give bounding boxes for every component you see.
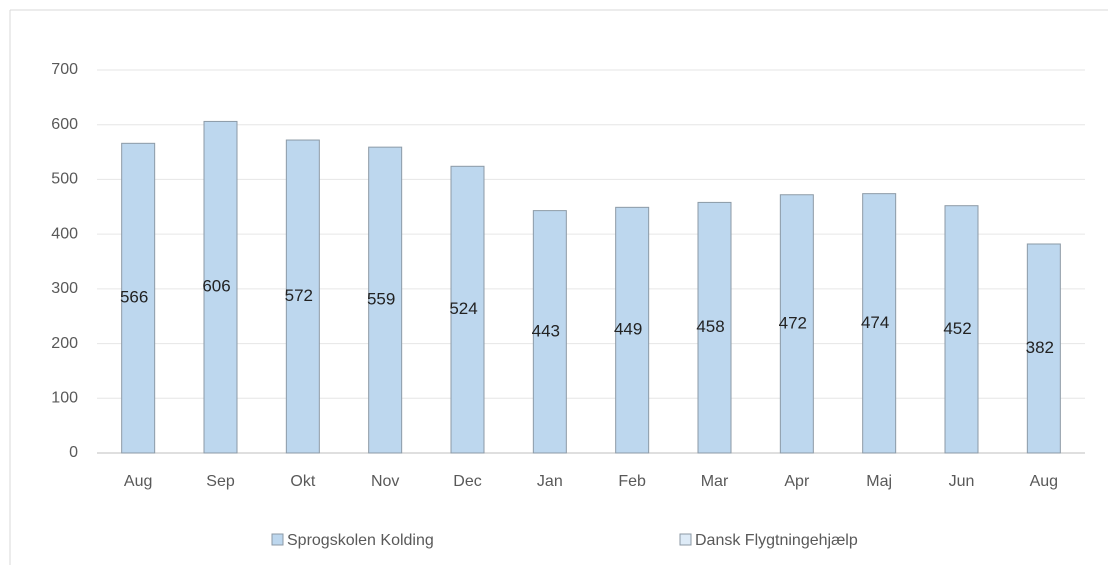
bar [450,165,485,454]
data-label: 606 [202,277,230,296]
data-label: 458 [696,317,724,336]
bar [862,193,897,454]
x-tick-label: Feb [618,473,646,490]
x-tick-label: Okt [290,473,315,490]
data-label: 449 [614,320,642,339]
x-tick-label: Maj [866,473,892,490]
bar [779,194,814,454]
x-tick-label: Jun [949,473,975,490]
y-tick-label: 600 [51,116,78,133]
bar [368,146,403,454]
y-tick-label: 700 [51,61,78,78]
bar [1026,243,1061,454]
y-tick-label: 200 [51,335,78,352]
data-label: 472 [779,313,807,332]
bar [285,139,320,454]
y-tick-label: 100 [51,390,78,407]
y-tick-label: 500 [51,171,78,188]
x-tick-label: Sep [206,473,235,490]
bar [532,210,567,454]
x-tick-label: Dec [453,473,481,490]
bar [944,205,979,454]
y-tick-label: 300 [51,280,78,297]
bar [615,206,650,454]
x-tick-label: Apr [784,473,810,490]
bar [121,142,156,454]
x-tick-label: Mar [701,473,729,490]
data-label: 452 [943,319,971,338]
data-label: 559 [367,290,395,309]
bar [697,201,732,454]
legend-swatch [271,533,284,546]
data-label: 382 [1026,338,1054,357]
legend-label: Dansk Flygtningehjælp [695,532,858,549]
x-tick-label: Aug [124,473,152,490]
data-label: 566 [120,288,148,307]
y-tick-label: 0 [69,444,78,461]
x-tick-label: Jan [537,473,563,490]
x-tick-label: Aug [1030,473,1058,490]
data-label: 474 [861,313,889,332]
x-tick-label: Nov [371,473,399,490]
bar [203,120,238,454]
y-tick-label: 400 [51,225,78,242]
data-label: 524 [449,299,477,318]
legend-label: Sprogskolen Kolding [287,532,434,549]
legend-swatch [679,533,692,546]
data-label: 443 [532,321,560,340]
data-label: 572 [285,286,313,305]
